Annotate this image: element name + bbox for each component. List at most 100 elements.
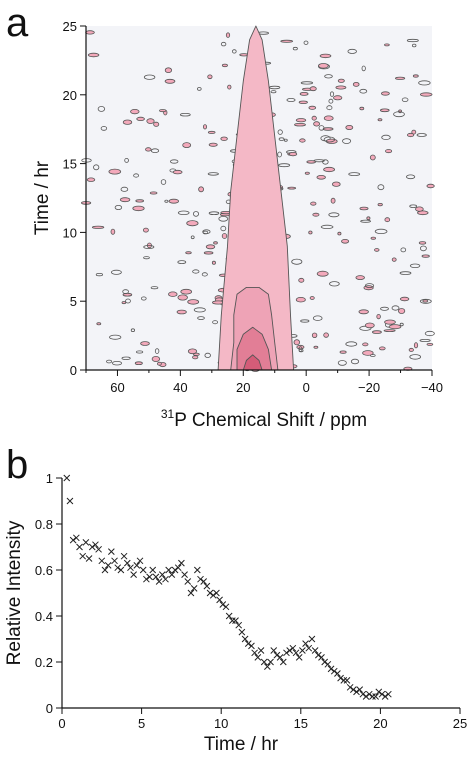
data-point-marker bbox=[257, 647, 265, 654]
noise-contour bbox=[306, 160, 317, 164]
noise-contour bbox=[420, 92, 433, 97]
data-point-marker bbox=[378, 690, 386, 698]
noise-contour bbox=[419, 245, 427, 252]
noise-contour bbox=[384, 217, 391, 223]
panel-a-peak-contours bbox=[217, 25, 295, 371]
noise-contour bbox=[313, 121, 321, 127]
noise-contour bbox=[97, 106, 106, 112]
data-point-marker bbox=[168, 571, 176, 578]
noise-contour bbox=[299, 138, 306, 143]
data-point-marker bbox=[369, 693, 376, 700]
noise-contour bbox=[192, 211, 199, 217]
noise-contour bbox=[388, 324, 402, 330]
noise-contour bbox=[360, 219, 372, 223]
noise-contour bbox=[409, 263, 421, 268]
data-point-marker bbox=[162, 575, 169, 583]
data-point-marker bbox=[117, 566, 125, 574]
noise-contour bbox=[203, 251, 214, 255]
noise-contour bbox=[337, 231, 342, 236]
noise-contour bbox=[339, 350, 347, 354]
data-point-marker bbox=[171, 566, 179, 574]
noise-contour bbox=[221, 233, 228, 239]
noise-contour bbox=[201, 272, 208, 277]
noise-contour bbox=[406, 38, 419, 43]
data-point-marker bbox=[324, 660, 332, 668]
noise-contour bbox=[143, 256, 150, 260]
noise-contour bbox=[312, 212, 320, 217]
panel-a-x-axis-title-element: P bbox=[174, 410, 186, 431]
data-point-marker bbox=[251, 649, 258, 657]
data-point-marker bbox=[149, 566, 157, 574]
data-point-marker bbox=[130, 571, 137, 578]
noise-contour bbox=[377, 203, 383, 207]
panel-a-y-tick-label: 20 bbox=[63, 88, 77, 103]
noise-contour bbox=[323, 166, 336, 173]
noise-contour bbox=[418, 80, 431, 86]
data-point-marker bbox=[178, 559, 185, 567]
data-point-marker bbox=[356, 686, 364, 693]
noise-contour bbox=[345, 341, 358, 347]
noise-contour bbox=[337, 78, 345, 83]
panel-b-data-points bbox=[63, 474, 392, 700]
data-point-marker bbox=[136, 557, 144, 565]
noise-contour bbox=[164, 199, 169, 203]
noise-contour bbox=[379, 108, 390, 113]
noise-contour bbox=[293, 339, 300, 346]
noise-contour bbox=[426, 342, 434, 346]
data-point-marker bbox=[225, 612, 233, 620]
noise-contour bbox=[335, 85, 347, 90]
data-point-marker bbox=[155, 578, 163, 585]
data-point-marker bbox=[228, 617, 236, 624]
data-point-marker bbox=[267, 658, 274, 666]
noise-contour bbox=[308, 105, 317, 110]
noise-contour bbox=[398, 109, 403, 114]
data-point-marker bbox=[238, 628, 246, 636]
noise-contour bbox=[111, 269, 122, 275]
noise-contour bbox=[151, 355, 161, 362]
noise-contour bbox=[124, 157, 129, 163]
data-point-marker bbox=[88, 543, 96, 551]
panel-a-y-axis-title: Time / hr bbox=[32, 160, 53, 235]
noise-contour bbox=[179, 112, 191, 117]
data-point-marker bbox=[270, 647, 278, 654]
panel-a-x-tick-label: −40 bbox=[421, 380, 443, 395]
panel-a-x-axis-title-text: Chemical Shift / ppm bbox=[192, 410, 367, 431]
data-point-marker bbox=[120, 552, 128, 560]
noise-contour bbox=[401, 97, 409, 102]
panel-b-scatter-plot: b 0 5 10 15 20 25 0 0.2 0.4 0.6 0.8 1 Relative Inte… bbox=[4, 443, 467, 755]
noise-contour bbox=[331, 181, 341, 187]
noise-contour bbox=[136, 116, 145, 122]
data-point-marker bbox=[133, 562, 141, 569]
noise-contour bbox=[295, 118, 307, 123]
noise-contour bbox=[426, 183, 435, 189]
data-point-marker bbox=[66, 497, 74, 505]
noise-contour bbox=[377, 118, 383, 122]
noise-contour bbox=[146, 118, 155, 124]
noise-contour bbox=[280, 39, 294, 43]
panel-b-y-tick-label: 1 bbox=[46, 471, 53, 486]
data-point-marker bbox=[63, 474, 71, 482]
panel-a-x-axis-title-superscript: 31 bbox=[161, 407, 175, 421]
data-point-marker bbox=[92, 541, 99, 549]
noise-contour bbox=[345, 125, 354, 131]
noise-contour bbox=[136, 350, 144, 354]
data-point-marker bbox=[381, 693, 389, 700]
noise-contour bbox=[378, 346, 386, 351]
noise-contour bbox=[130, 328, 135, 333]
noise-contour bbox=[329, 281, 340, 287]
noise-contour bbox=[212, 320, 219, 325]
noise-contour bbox=[381, 134, 391, 140]
noise-contour bbox=[108, 168, 122, 175]
noise-contour bbox=[176, 309, 187, 315]
noise-contour bbox=[187, 348, 198, 355]
data-point-marker bbox=[206, 589, 214, 597]
panel-a-x-axis-title: 31P Chemical Shift / ppm bbox=[161, 407, 367, 431]
noise-contour bbox=[168, 291, 178, 297]
data-point-marker bbox=[165, 566, 173, 574]
data-point-marker bbox=[200, 578, 208, 585]
noise-contour bbox=[347, 48, 357, 54]
data-point-marker bbox=[174, 564, 182, 572]
noise-contour bbox=[300, 81, 314, 85]
data-point-marker bbox=[114, 564, 122, 572]
noise-contour bbox=[325, 138, 338, 144]
